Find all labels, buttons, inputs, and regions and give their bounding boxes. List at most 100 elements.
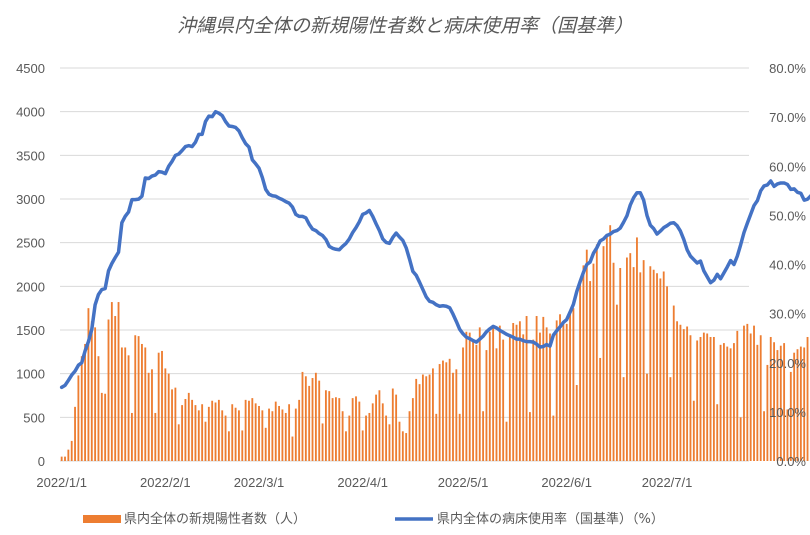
bar: [405, 433, 408, 461]
legend: 県内全体の新規陽性者数（人） 県内全体の病床使用率（国基準）（%）: [83, 511, 664, 527]
bar: [127, 355, 130, 461]
bar: [589, 281, 592, 461]
bar: [425, 376, 428, 461]
y-left-tick-label: 3000: [16, 192, 45, 207]
bar: [197, 410, 200, 461]
bar: [545, 327, 548, 461]
bar: [284, 412, 287, 461]
bar: [552, 415, 555, 461]
bar: [636, 237, 638, 461]
y-left-tick-label: 1000: [16, 367, 45, 382]
bar: [512, 323, 515, 461]
bar: [207, 406, 210, 461]
bar: [773, 342, 776, 461]
line-series-bed-occupancy: [59, 109, 810, 390]
y-left-tick-label: 4500: [16, 61, 45, 76]
y-axis-left-ticks: 0 500 1000 1500 2000 2500 3000 3500 4000 4500: [16, 61, 45, 469]
bar: [478, 327, 481, 461]
bar: [626, 257, 628, 461]
bar: [211, 400, 214, 461]
bar: [221, 410, 224, 461]
bar: [488, 331, 491, 461]
bar: [147, 372, 150, 461]
bar: [251, 398, 254, 461]
gridlines: [60, 67, 749, 462]
bar: [401, 431, 404, 461]
bar: [177, 424, 180, 461]
bar: [639, 272, 642, 461]
bar: [749, 333, 752, 461]
bar: [522, 334, 525, 461]
bar: [555, 320, 558, 461]
x-tick-label: 2022/2/1: [140, 475, 191, 490]
bar: [77, 375, 80, 461]
bar: [248, 400, 250, 461]
bar: [164, 368, 167, 461]
bar: [224, 415, 227, 461]
bar: [137, 336, 140, 461]
bar: [803, 347, 806, 461]
bar: [234, 407, 237, 461]
y-left-tick-label: 2500: [16, 236, 45, 251]
bar: [130, 412, 133, 461]
bar: [733, 343, 735, 461]
bar: [505, 421, 508, 461]
bar: [662, 271, 665, 461]
bar: [642, 260, 645, 461]
y-left-tick-label: 4000: [16, 105, 45, 120]
bar: [529, 412, 531, 461]
bar: [345, 431, 347, 461]
bar: [676, 321, 679, 461]
y-right-tick-label: 0.0%: [776, 454, 806, 469]
bar: [351, 398, 354, 461]
bar: [622, 377, 625, 461]
line-path: [59, 109, 810, 390]
bar: [605, 233, 608, 461]
bar: [74, 406, 76, 461]
bar: [562, 321, 565, 461]
y-right-tick-label: 30.0%: [769, 307, 806, 322]
y-right-tick-label: 20.0%: [769, 356, 806, 371]
bar: [167, 373, 170, 461]
bar: [97, 356, 100, 461]
y-right-tick-label: 60.0%: [769, 159, 806, 174]
bar: [515, 324, 518, 461]
x-tick-label: 2022/5/1: [438, 475, 489, 490]
bar: [452, 372, 454, 461]
bar: [746, 323, 749, 461]
bar: [472, 339, 474, 461]
bar: [361, 430, 364, 461]
bar: [569, 313, 571, 461]
bar: [328, 391, 331, 461]
bar: [615, 304, 618, 461]
bar: [559, 314, 561, 461]
bar: [324, 390, 327, 461]
bar: [331, 398, 334, 461]
bar: [666, 286, 668, 461]
bar: [539, 332, 541, 461]
bar: [408, 411, 411, 461]
bar: [602, 246, 605, 461]
bar: [656, 273, 658, 461]
bar: [268, 408, 270, 461]
bar: [264, 427, 267, 461]
bar: [388, 424, 391, 461]
bar: [294, 408, 297, 461]
bar: [358, 401, 361, 461]
bar: [411, 398, 414, 461]
bar: [80, 356, 83, 461]
bar: [144, 347, 147, 461]
y-right-tick-label: 40.0%: [769, 258, 806, 273]
bar: [120, 347, 123, 461]
x-tick-label: 2022/1/1: [36, 475, 87, 490]
bar: [669, 377, 672, 461]
bar: [783, 343, 786, 461]
bar: [100, 392, 103, 461]
bar: [428, 374, 431, 461]
bar: [629, 253, 632, 461]
bar: [462, 347, 464, 461]
bar: [455, 369, 458, 461]
bar: [442, 360, 444, 461]
bar: [191, 399, 194, 461]
